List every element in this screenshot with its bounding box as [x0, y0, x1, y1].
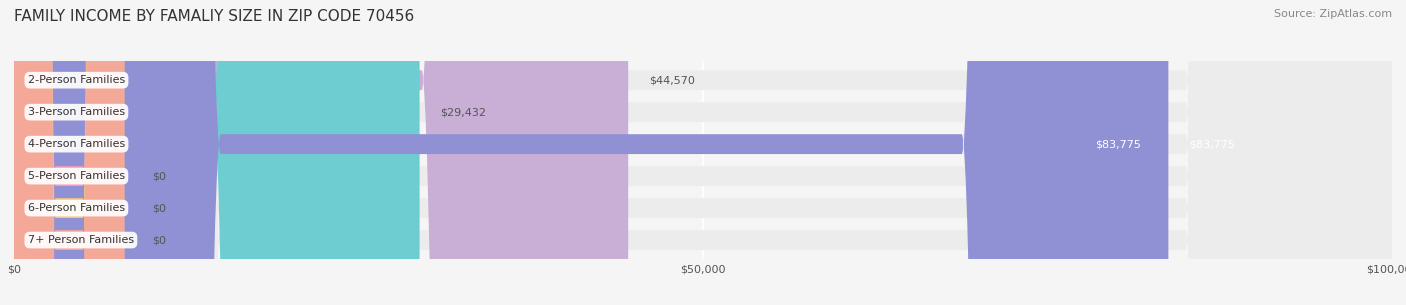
Text: $0: $0 [152, 171, 166, 181]
FancyBboxPatch shape [14, 0, 124, 305]
Text: 7+ Person Families: 7+ Person Families [28, 235, 134, 245]
Text: $0: $0 [152, 203, 166, 213]
Text: $83,775: $83,775 [1095, 139, 1140, 149]
FancyBboxPatch shape [14, 0, 1392, 305]
FancyBboxPatch shape [14, 0, 1392, 305]
Text: $29,432: $29,432 [440, 107, 486, 117]
FancyBboxPatch shape [14, 0, 419, 305]
Text: 3-Person Families: 3-Person Families [28, 107, 125, 117]
Text: 6-Person Families: 6-Person Families [28, 203, 125, 213]
FancyBboxPatch shape [14, 0, 1392, 305]
Text: FAMILY INCOME BY FAMALIY SIZE IN ZIP CODE 70456: FAMILY INCOME BY FAMALIY SIZE IN ZIP COD… [14, 9, 415, 24]
Text: 5-Person Families: 5-Person Families [28, 171, 125, 181]
FancyBboxPatch shape [14, 0, 1392, 305]
FancyBboxPatch shape [14, 0, 124, 305]
FancyBboxPatch shape [14, 0, 1168, 305]
FancyBboxPatch shape [14, 0, 1392, 305]
Text: $0: $0 [152, 235, 166, 245]
Text: Source: ZipAtlas.com: Source: ZipAtlas.com [1274, 9, 1392, 19]
Text: 2-Person Families: 2-Person Families [28, 75, 125, 85]
Text: 4-Person Families: 4-Person Families [28, 139, 125, 149]
Text: $83,775: $83,775 [1189, 139, 1234, 149]
FancyBboxPatch shape [14, 0, 124, 305]
FancyBboxPatch shape [14, 0, 1392, 305]
FancyBboxPatch shape [14, 0, 628, 305]
Text: $44,570: $44,570 [648, 75, 695, 85]
